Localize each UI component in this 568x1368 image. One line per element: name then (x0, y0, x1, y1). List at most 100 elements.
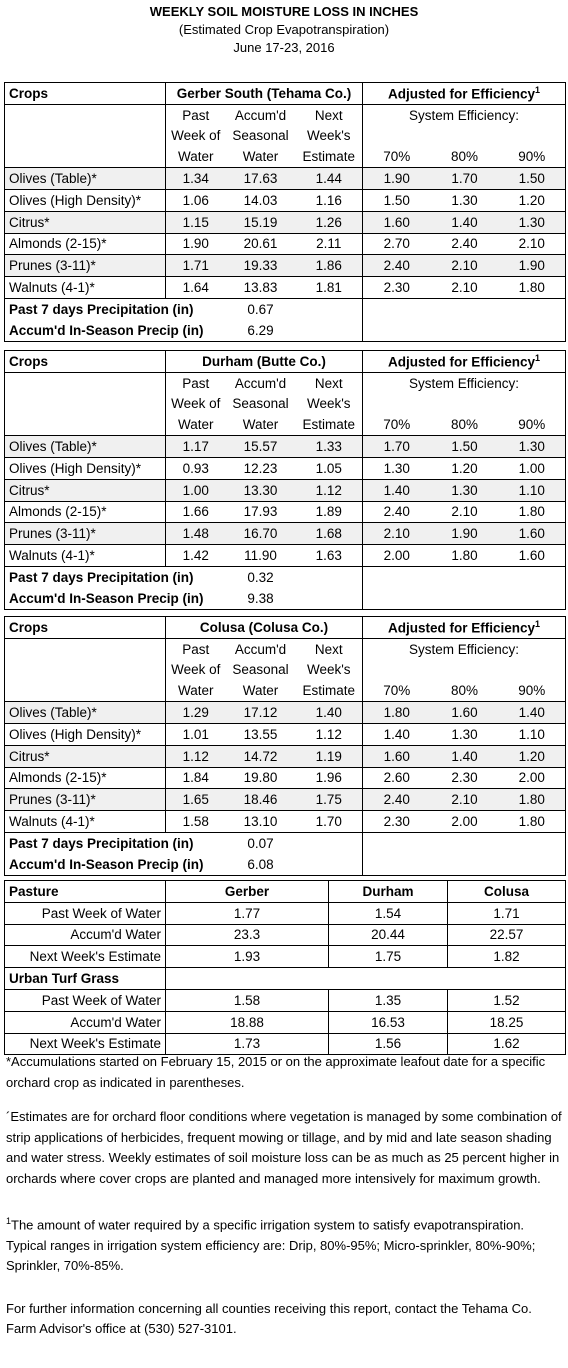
crop-name: Olives (Table)* (4, 435, 166, 458)
crop-value: 2.10 (498, 233, 567, 256)
subheader-row: Past Accum'd Next System Efficiency: (4, 372, 567, 437)
crop-value: 1.40 (362, 723, 431, 746)
precip-value: 0.32 (247, 569, 274, 585)
column-head: Accum'd (234, 641, 287, 657)
crop-value: 1.12 (295, 479, 363, 502)
turf-label: Urban Turf Grass (4, 967, 166, 990)
column-head: Accum'd (234, 107, 287, 123)
pasture-value: 18.25 (447, 1011, 566, 1034)
header-row: Crops Durham (Butte Co.) Adjusted for Effi… (4, 350, 567, 373)
crop-value: 1.90 (498, 254, 567, 278)
crop-name: Olives (High Density)* (4, 457, 166, 480)
table-body: Pasture Gerber Durham Colusa Past Week of Wa… (4, 880, 566, 1056)
crop-name: Olives (Table)* (4, 167, 166, 190)
blank (295, 853, 364, 876)
efficiency-head: 70% (362, 680, 431, 703)
crop-value: 17.93 (225, 501, 296, 524)
crop-value: 1.20 (430, 457, 499, 480)
efficiency-head: 90% (498, 414, 567, 437)
crop-value: 1.86 (295, 254, 364, 278)
crop-value: 2.60 (362, 767, 431, 790)
column-head: Week of (171, 662, 221, 678)
precip-row: Past 7 days Precipitation (in) 0.67 (4, 298, 567, 342)
subheader-row: Water Water Estimate 70% 80% 90% (5, 146, 567, 169)
crop-row: Walnuts (4-1)* 1.64 13.83 1.81 2.30 2.10 1.80 (4, 276, 567, 299)
pasture-head: Durham (328, 880, 448, 903)
column-head: Week's (295, 125, 364, 147)
column-head: Next (295, 372, 363, 394)
pasture-label: Accum'd Water (4, 1011, 166, 1034)
precip-label: Past 7 days Precipitation (in) (4, 832, 226, 854)
crop-value: 2.00 (498, 767, 567, 790)
crop-value: 1.90 (430, 522, 499, 546)
crop-name: Walnuts (4-1)* (4, 276, 166, 299)
column-head: Water (165, 414, 226, 437)
crop-value: 1.48 (165, 522, 226, 546)
column-head: Past (182, 375, 210, 391)
header-row: Crops Colusa (Colusa Co.) Adjusted for Eff… (4, 616, 567, 639)
crop-name: Almonds (2-15)* (4, 767, 166, 790)
crop-value: 2.10 (430, 254, 499, 278)
pasture-value: 1.35 (328, 989, 448, 1012)
column-head: Water (225, 680, 296, 703)
column-head: Next (295, 104, 364, 126)
column-head: Past (182, 107, 210, 123)
adjusted-note: 1 (535, 353, 541, 364)
pasture-value: 1.73 (165, 1033, 329, 1056)
crop-value: 1.50 (498, 167, 567, 190)
pasture-label: Next Week's Estimate (4, 1033, 166, 1056)
blank (362, 298, 567, 342)
adjusted-label: Adjusted for Efficiency (388, 620, 536, 636)
crop-value: 1.50 (430, 435, 499, 458)
column-head: Week of (171, 396, 221, 412)
adjusted-label: Adjusted for Efficiency (388, 86, 536, 102)
crop-value: 2.30 (362, 276, 431, 299)
crop-value: 2.10 (430, 788, 499, 812)
blank (362, 393, 567, 415)
blank (362, 832, 567, 876)
crop-value: 18.46 (225, 788, 296, 812)
crop-value: 1.80 (498, 501, 567, 524)
crop-value: 1.66 (165, 501, 226, 524)
subheader-row: Week of Seasonal Week's (5, 393, 567, 415)
column-head: Accum'd (234, 375, 287, 391)
column-head: Week's (295, 659, 364, 681)
crop-row: Citrus* 1.15 15.19 1.26 1.60 1.40 1.30 (4, 211, 567, 234)
crop-value: 1.42 (165, 544, 226, 567)
crops-label: Crops (4, 350, 166, 373)
blank (295, 298, 364, 320)
crop-row: Citrus* 1.00 13.30 1.12 1.40 1.30 1.10 (4, 479, 567, 502)
precip-label: Accum'd In-Season Precip (in) (4, 853, 226, 876)
crop-value: 1.29 (165, 701, 226, 724)
note-mark: 1 (6, 1216, 12, 1226)
pasture-label: Accum'd Water (4, 924, 166, 947)
crop-value: 1.30 (498, 211, 567, 234)
crop-row: Walnuts (4-1)* 1.58 13.10 1.70 2.30 2.00 1.80 (4, 810, 567, 833)
crop-value: 1.68 (295, 522, 363, 546)
crop-value: 1.00 (498, 457, 567, 480)
crop-value: 16.70 (225, 522, 296, 546)
crop-value: 17.63 (225, 167, 296, 190)
system-efficiency: System Efficiency: (362, 372, 567, 394)
column-head: Estimate (295, 414, 363, 437)
crop-row: Walnuts (4-1)* 1.42 11.90 1.63 2.00 1.80 1.60 (4, 544, 567, 567)
crop-value: 1.12 (295, 723, 364, 746)
crops-label: Crops (4, 82, 166, 105)
crop-value: 13.83 (225, 276, 296, 299)
crop-value: 1.20 (498, 745, 567, 768)
crops-blank (4, 104, 166, 169)
note-text: The amount of water required by a specif… (6, 1217, 536, 1274)
efficiency-head: 90% (498, 146, 567, 169)
crop-value: 1.00 (165, 479, 226, 502)
crop-row: Olives (Table)* 1.17 15.57 1.33 1.70 1.50 1.30 (4, 435, 567, 458)
date: June 17-23, 2016 (233, 40, 335, 55)
crop-value: 1.84 (165, 767, 226, 790)
pasture-value: 1.93 (165, 945, 329, 969)
crop-value: 1.60 (362, 211, 431, 234)
adjusted-label: Adjusted for Efficiency (387, 354, 536, 370)
pasture-value: 22.57 (447, 924, 566, 947)
pasture-head: Pasture (4, 880, 166, 903)
crop-value: 1.96 (295, 767, 364, 790)
note: For further information concerning all c… (6, 1300, 532, 1337)
crop-value: 13.55 (225, 723, 296, 746)
